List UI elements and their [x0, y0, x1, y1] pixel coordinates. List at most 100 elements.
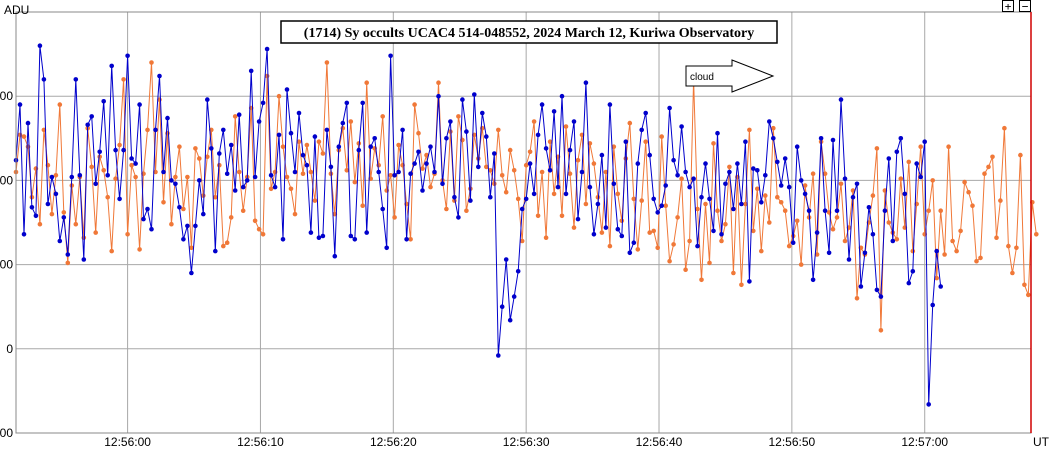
zoom-out-button[interactable]: −	[1019, 0, 1031, 12]
data-point	[93, 230, 98, 235]
data-point	[424, 161, 429, 166]
data-point	[834, 215, 840, 220]
data-point	[894, 237, 900, 242]
data-point	[731, 270, 736, 276]
data-point	[571, 119, 577, 124]
data-point	[368, 144, 374, 149]
data-point	[503, 189, 509, 195]
data-point	[511, 294, 517, 299]
data-point	[631, 196, 637, 202]
data-point	[711, 228, 716, 234]
data-point	[635, 247, 641, 252]
data-point	[276, 132, 282, 138]
data-point	[759, 200, 764, 205]
data-point	[826, 250, 832, 256]
data-point	[603, 169, 609, 175]
data-point	[197, 178, 202, 183]
data-point	[392, 215, 397, 220]
data-point	[408, 237, 413, 242]
zoom-in-button[interactable]: +	[1002, 0, 1014, 12]
data-point	[452, 194, 457, 200]
data-point	[49, 211, 55, 217]
y-tick-label: 1000	[0, 173, 13, 187]
data-point	[523, 162, 529, 168]
y-axis-label: ADU	[4, 3, 29, 17]
data-point	[396, 169, 401, 175]
data-point	[719, 232, 724, 237]
data-point	[252, 218, 258, 224]
data-point	[336, 144, 342, 149]
data-point	[615, 191, 621, 197]
data-point	[328, 164, 334, 170]
data-point	[858, 284, 864, 289]
data-point	[65, 252, 71, 257]
data-point	[484, 134, 489, 139]
data-point	[866, 205, 872, 210]
data-point	[619, 218, 625, 224]
data-point	[834, 208, 840, 213]
data-point	[563, 191, 569, 197]
data-point	[400, 127, 405, 133]
data-point	[444, 206, 449, 212]
data-point	[531, 119, 537, 124]
data-point	[503, 257, 509, 262]
data-point	[412, 102, 417, 107]
data-point	[802, 191, 808, 197]
data-point	[93, 181, 98, 187]
data-point	[372, 136, 378, 141]
data-point	[384, 245, 390, 251]
data-point	[125, 53, 130, 59]
data-point	[464, 208, 469, 213]
data-point	[169, 178, 174, 183]
data-point	[173, 174, 178, 180]
data-point	[599, 152, 605, 158]
data-point	[57, 102, 63, 107]
data-point	[798, 262, 804, 267]
data-point	[149, 60, 154, 65]
data-point	[535, 213, 541, 219]
data-point	[288, 186, 294, 192]
data-point	[304, 142, 310, 148]
data-point	[416, 149, 421, 155]
data-point	[874, 146, 880, 151]
data-point	[149, 226, 154, 232]
data-point	[862, 250, 868, 256]
data-point	[296, 139, 302, 144]
data-point	[547, 139, 553, 144]
y-tick-label: 500	[0, 258, 13, 272]
data-point	[830, 226, 836, 232]
data-point	[990, 154, 995, 160]
data-point	[647, 230, 652, 235]
data-point	[316, 139, 322, 144]
data-point	[260, 100, 266, 106]
data-point	[300, 171, 306, 176]
data-point	[735, 161, 740, 166]
data-point	[775, 194, 780, 200]
data-point	[579, 169, 585, 175]
data-point	[635, 161, 641, 166]
data-point	[101, 99, 106, 104]
x-tick-labels: 12:56:00 12:56:10 12:56:20 12:56:30 12:56:40…	[104, 435, 948, 449]
data-point	[428, 184, 433, 190]
data-point	[280, 144, 286, 149]
data-point	[296, 110, 302, 116]
data-point	[551, 191, 557, 197]
data-point	[782, 208, 788, 213]
data-point	[930, 178, 935, 183]
data-point	[934, 248, 939, 254]
data-point	[659, 203, 664, 208]
cloud-label: cloud	[690, 72, 714, 83]
data-point	[771, 125, 776, 131]
data-point	[802, 183, 808, 188]
data-point	[523, 196, 529, 202]
data-point	[683, 169, 688, 175]
data-point	[707, 260, 712, 266]
data-point	[659, 134, 664, 139]
data-point	[982, 171, 987, 176]
data-point	[711, 141, 716, 146]
data-point	[352, 237, 358, 242]
data-point	[189, 270, 194, 276]
data-point	[436, 80, 441, 85]
data-point	[854, 181, 860, 187]
data-point	[559, 213, 565, 219]
